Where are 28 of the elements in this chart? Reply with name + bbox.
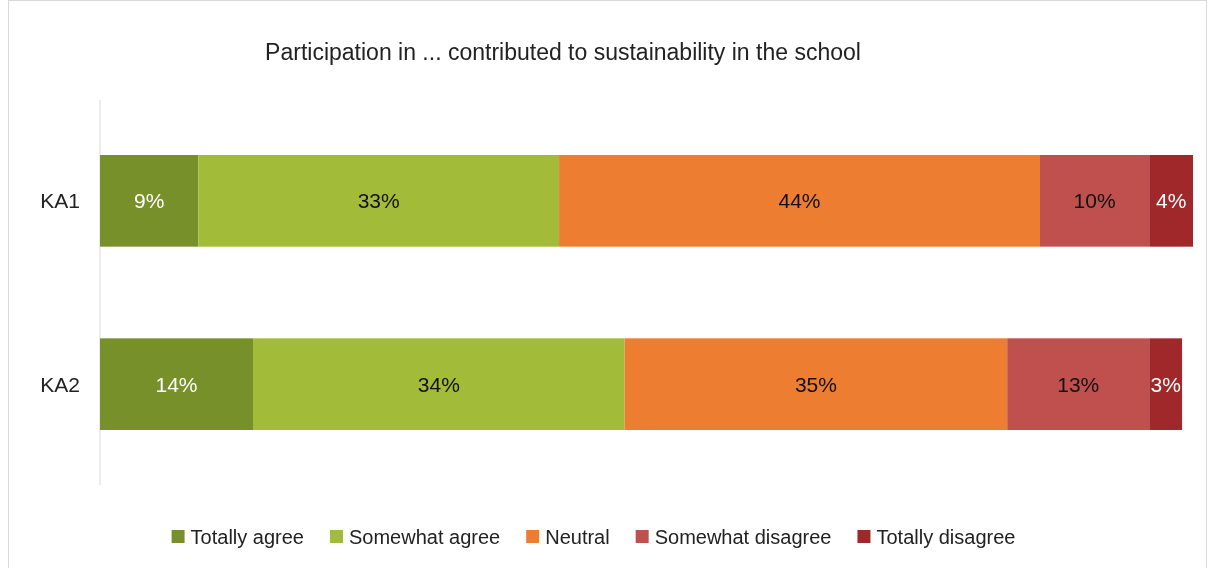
legend-label: Totally agree	[190, 526, 304, 548]
legend-label: Somewhat agree	[348, 526, 501, 548]
chart-title: Participation in ... contributed to sustainability in the school	[265, 39, 861, 65]
data-label: 35%	[794, 372, 837, 396]
data-label: 13%	[1057, 372, 1100, 396]
data-label: 14%	[155, 372, 198, 396]
data-label: 34%	[417, 372, 460, 396]
bar	[559, 155, 1040, 247]
data-label: 33%	[357, 189, 400, 213]
y-tick-label: KA1	[40, 189, 80, 213]
bar	[1149, 338, 1183, 430]
bar	[100, 338, 254, 430]
legend-label: Neutral	[545, 526, 610, 548]
bar	[1007, 338, 1150, 430]
bar	[253, 338, 625, 430]
bar	[624, 338, 1008, 430]
bar	[1039, 155, 1150, 247]
bar	[198, 155, 560, 247]
data-label: 44%	[778, 189, 821, 213]
y-tick-label: KA2	[40, 372, 80, 396]
bar	[1149, 155, 1193, 247]
data-label: 4%	[1155, 189, 1187, 213]
data-label: 3%	[1150, 372, 1181, 396]
legend-label: Somewhat disagree	[654, 526, 832, 548]
bar	[100, 155, 199, 247]
data-label: 10%	[1073, 189, 1116, 213]
legend-label: Totally disagree	[876, 526, 1016, 548]
data-label: 9%	[134, 189, 165, 213]
